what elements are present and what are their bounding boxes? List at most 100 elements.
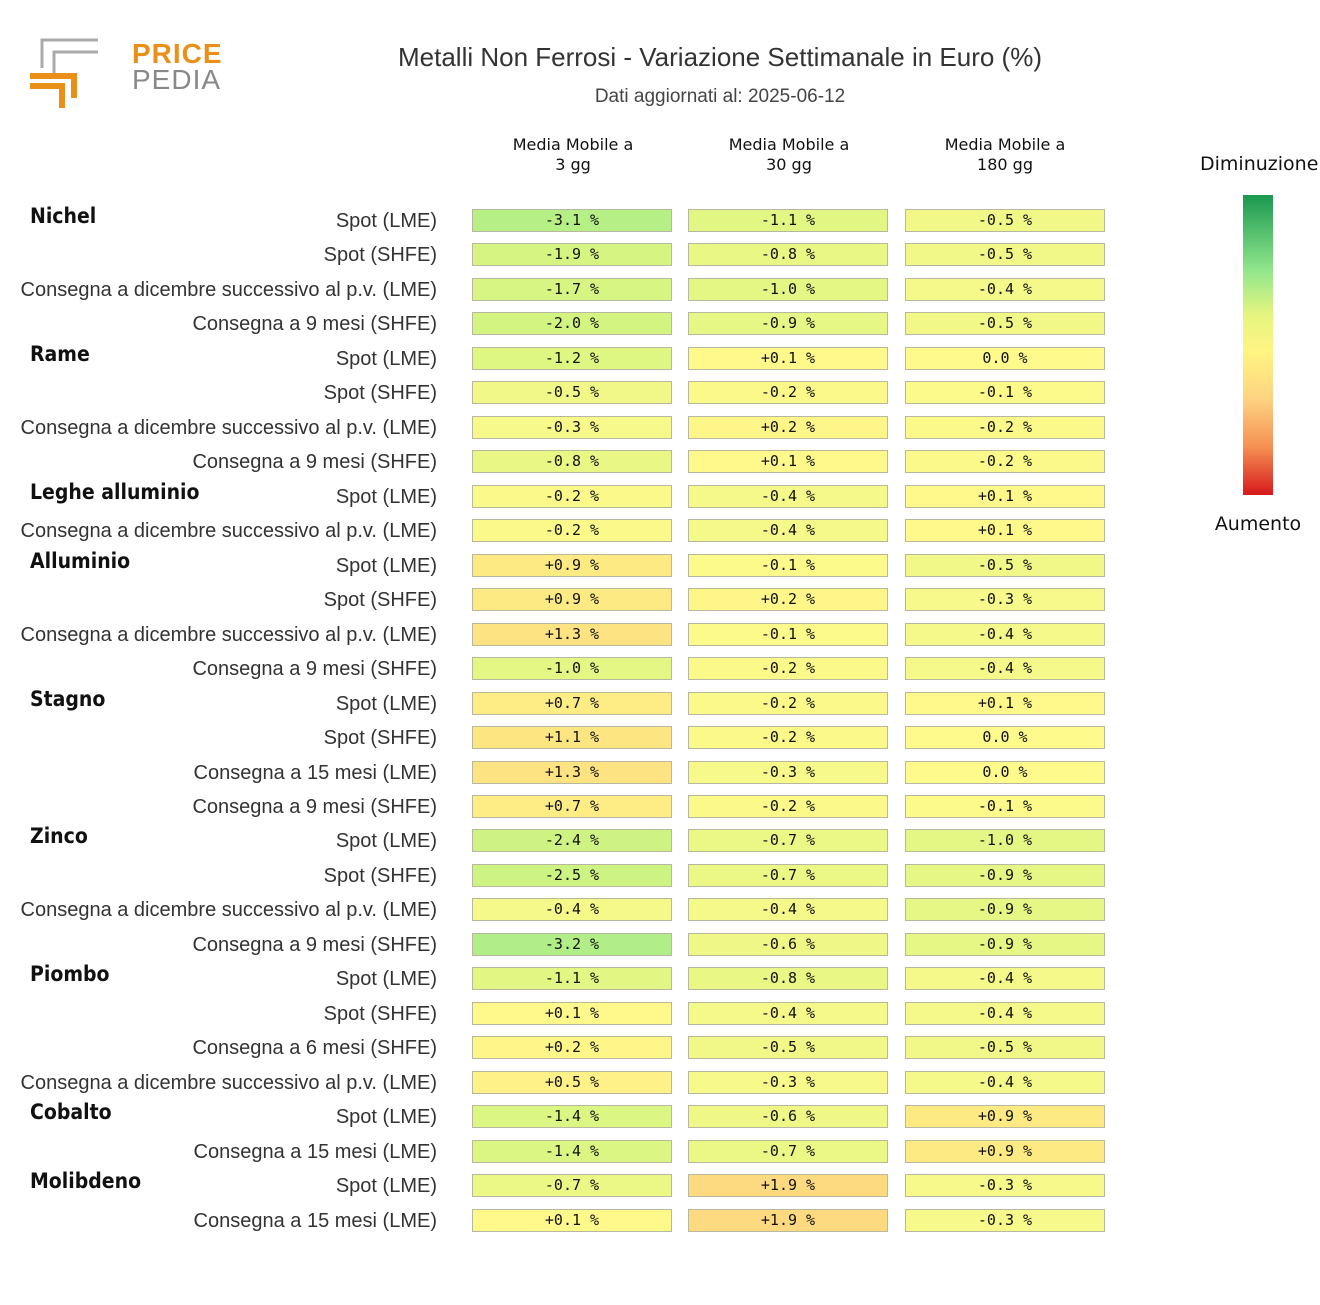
column-header: Media Mobile a 3 gg	[512, 135, 634, 174]
heatmap-cell: -1.4 %	[472, 1105, 672, 1129]
row-label: Spot (LME)	[335, 347, 437, 370]
heatmap-cell: -0.4 %	[905, 622, 1105, 646]
heatmap-cell: -0.4 %	[472, 898, 672, 922]
heatmap-cell: -0.4 %	[688, 898, 888, 922]
row-label: Consegna a 9 mesi (SHFE)	[192, 313, 437, 336]
heatmap-cell: -0.8 %	[688, 243, 888, 267]
row-label: Consegna a dicembre successivo al p.v. (…	[20, 520, 437, 543]
group-label: Nichel	[30, 204, 97, 228]
row-label: Consegna a 15 mesi (LME)	[193, 1140, 437, 1163]
heatmap-cell: -0.2 %	[905, 450, 1105, 474]
heatmap-cell: -1.4 %	[472, 1139, 672, 1163]
group-label: Zinco	[30, 824, 88, 849]
heatmap-cell: -0.7 %	[472, 1174, 672, 1198]
heatmap-cell: +0.9 %	[905, 1139, 1105, 1163]
group-label: Alluminio	[30, 548, 131, 573]
heatmap-cell: -2.5 %	[472, 863, 672, 887]
logo-line1: PRICE	[132, 38, 223, 69]
heatmap-cell: -1.9 %	[472, 243, 672, 267]
heatmap-cell: -0.4 %	[688, 484, 888, 508]
heatmap-cell: -0.5 %	[905, 312, 1105, 336]
heatmap-cell: -0.3 %	[905, 588, 1105, 612]
row-label: Consegna a 15 mesi (LME)	[193, 1209, 437, 1232]
heatmap-cell: -1.0 %	[905, 829, 1105, 853]
row-label: Consegna a 15 mesi (LME)	[193, 761, 437, 784]
heatmap-cell: -0.6 %	[688, 932, 888, 956]
chart-title: Metalli Non Ferrosi - Variazione Settima…	[398, 42, 1042, 72]
heatmap-cell: +1.3 %	[472, 622, 672, 646]
heatmap-cell: -0.4 %	[688, 1001, 888, 1025]
group-label: Cobalto	[30, 1100, 112, 1125]
heatmap-cell: -2.0 %	[472, 312, 672, 336]
heatmap-cell: -0.1 %	[688, 622, 888, 646]
row-label: Spot (SHFE)	[323, 864, 437, 887]
heatmap-cell: -0.6 %	[688, 1105, 888, 1129]
row-label: Spot (LME)	[335, 692, 437, 715]
row-label: Consegna a 9 mesi (SHFE)	[192, 795, 437, 818]
row-label: Spot (LME)	[335, 554, 437, 577]
heatmap-cell: -0.9 %	[905, 863, 1105, 887]
group-label: Molibdeno	[30, 1169, 142, 1194]
heatmap-cell: -0.4 %	[905, 1001, 1105, 1025]
group-label: Stagno	[30, 686, 106, 711]
heatmap-cell: -0.5 %	[905, 209, 1105, 232]
heatmap-cell: +1.3 %	[472, 760, 672, 784]
heatmap-cell: -0.2 %	[688, 726, 888, 750]
heatmap-cell: +0.9 %	[472, 553, 672, 577]
heatmap-cell: -0.4 %	[905, 277, 1105, 301]
row-label: Consegna a dicembre successivo al p.v. (…	[20, 1071, 437, 1094]
heatmap-cell: -0.2 %	[472, 484, 672, 508]
group-label: Rame	[30, 341, 90, 366]
chart-subtitle: Dati aggiornati al: 2025-06-12	[594, 86, 846, 107]
heatmap-cell: +0.1 %	[688, 346, 888, 370]
row-label: Consegna a 9 mesi (SHFE)	[192, 933, 437, 956]
heatmap-cell: +0.1 %	[472, 1001, 672, 1025]
row-label: Spot (SHFE)	[323, 244, 437, 267]
row-label: Consegna a dicembre successivo al p.v. (…	[20, 899, 437, 922]
heatmap-cell: -0.3 %	[905, 1208, 1105, 1232]
legend-bottom-label: Aumento	[1214, 513, 1302, 535]
heatmap-cell: +1.9 %	[688, 1208, 888, 1232]
column-header: Media Mobile a 30 gg	[728, 135, 850, 174]
row-label: Spot (LME)	[335, 830, 437, 853]
heatmap-cell: -1.2 %	[472, 346, 672, 370]
row-label: Spot (LME)	[335, 968, 437, 991]
heatmap-cell: -0.2 %	[688, 657, 888, 681]
heatmap-cell: +0.9 %	[905, 1105, 1105, 1129]
heatmap-cell: -0.5 %	[905, 243, 1105, 267]
heatmap-cell: -0.4 %	[905, 1070, 1105, 1094]
row-label: Spot (LME)	[335, 485, 437, 508]
heatmap-cell: -0.5 %	[688, 1036, 888, 1060]
heatmap-cell: -0.3 %	[688, 760, 888, 784]
heatmap-cell: -0.3 %	[472, 415, 672, 439]
heatmap-cell: +0.5 %	[472, 1070, 672, 1094]
row-label: Consegna a dicembre successivo al p.v. (…	[20, 623, 437, 646]
heatmap-cell: +0.2 %	[472, 1036, 672, 1060]
heatmap-cell: 0.0 %	[905, 760, 1105, 784]
row-label: Spot (SHFE)	[323, 1002, 437, 1025]
row-label: Spot (SHFE)	[323, 382, 437, 405]
heatmap-cell: -0.2 %	[688, 691, 888, 715]
heatmap-cell: +0.7 %	[472, 794, 672, 818]
heatmap-cell: +0.1 %	[472, 1208, 672, 1232]
row-label: Consegna a dicembre successivo al p.v. (…	[20, 416, 437, 439]
row-label: Spot (LME)	[335, 1175, 437, 1198]
row-label: Consegna a 9 mesi (SHFE)	[192, 658, 437, 681]
heatmap-cell: -0.4 %	[688, 519, 888, 543]
heatmap-cell: +0.2 %	[688, 588, 888, 612]
column-header: Media Mobile a 180 gg	[944, 135, 1066, 174]
heatmap-cell: -0.7 %	[688, 863, 888, 887]
logo-mark-icon	[30, 38, 98, 108]
heatmap-cell: -0.9 %	[905, 932, 1105, 956]
heatmap-cell: -0.4 %	[905, 967, 1105, 991]
heatmap-cell: -0.8 %	[472, 450, 672, 474]
heatmap-cell: 0.0 %	[905, 726, 1105, 750]
heatmap-cell: -0.5 %	[905, 1036, 1105, 1060]
legend-top-label: Diminuzione	[1200, 153, 1319, 175]
heatmap-cell: +0.1 %	[905, 484, 1105, 508]
group-label: Piombo	[30, 962, 110, 987]
heatmap-cell: +0.2 %	[688, 415, 888, 439]
heatmap-cell: -3.1 %	[472, 209, 672, 232]
heatmap-cell: -1.1 %	[472, 967, 672, 991]
heatmap-cell: -0.1 %	[688, 553, 888, 577]
